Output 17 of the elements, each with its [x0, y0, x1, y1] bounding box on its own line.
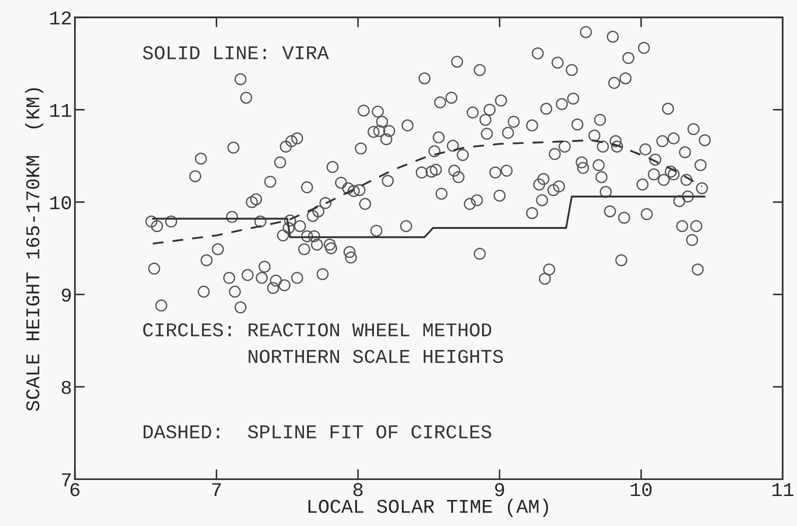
x-tick-label: 11: [772, 483, 794, 496]
y-tick-label: 8: [62, 380, 71, 394]
x-tick-label: 6: [70, 483, 80, 496]
y-tick-label: 11: [50, 104, 72, 117]
x-tick-label: 8: [353, 483, 363, 496]
y-tick-label: 12: [50, 11, 71, 24]
y-axis-title: SCALE HEIGHT 165-170KM (KM): [25, 88, 44, 411]
x-tick-label: 9: [495, 483, 504, 496]
annotation: DASHED: SPLINE FIT OF CIRCLES: [144, 425, 492, 438]
annotation: SOLID LINE: VIRA: [142, 46, 329, 60]
y-tick-label: 9: [62, 288, 71, 302]
annotation: CIRCLES: REACTION WHEEL METHOD NORTHERN SCALE HEIGHTS: [143, 323, 503, 364]
x-tick-label: 7: [212, 483, 221, 496]
x-tick-label: 10: [630, 483, 652, 496]
y-tick-label: 10: [50, 196, 71, 210]
x-axis-title: LOCAL SOLAR TIME (AM): [308, 498, 548, 517]
y-tick-label: 7: [62, 473, 71, 486]
